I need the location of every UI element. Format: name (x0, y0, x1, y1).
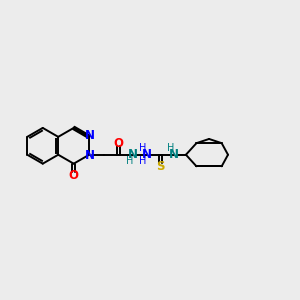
Text: N: N (85, 149, 95, 162)
Text: H: H (126, 157, 133, 166)
Text: H: H (139, 143, 146, 153)
Text: H: H (167, 143, 174, 153)
Text: N: N (128, 148, 138, 161)
Text: O: O (69, 169, 79, 182)
Text: O: O (114, 137, 124, 150)
Text: H: H (139, 157, 146, 166)
Text: N: N (169, 148, 179, 161)
Text: N: N (85, 129, 95, 142)
Text: S: S (156, 160, 165, 173)
Text: N: N (142, 148, 152, 161)
